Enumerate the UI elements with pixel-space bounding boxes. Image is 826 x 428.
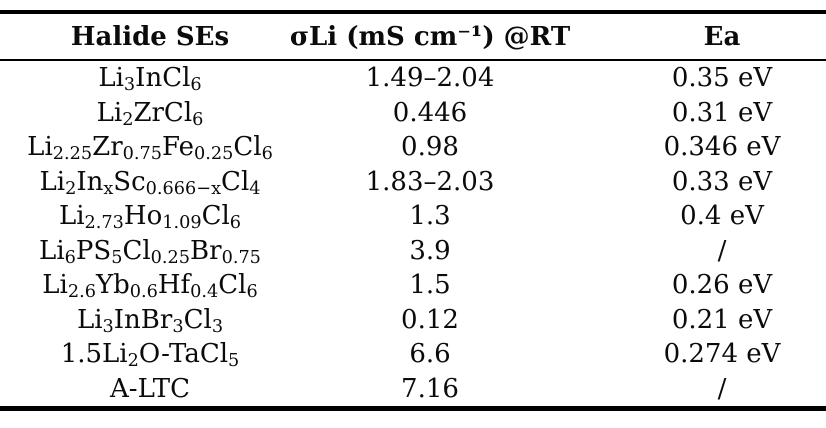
sigma-cell: 1.3 bbox=[409, 201, 451, 232]
formula-cell: A-LTC bbox=[0, 372, 300, 407]
formula-cell: 1.5Li2O-TaCl5 bbox=[0, 337, 300, 372]
sigma-cell: 6.6 bbox=[409, 339, 451, 370]
sigma-cell: 0.446 bbox=[392, 97, 468, 128]
table-row: Li3InCl6 1.49–2.04 0.35 eV bbox=[0, 61, 826, 96]
chemical-formula: Li6PS5Cl0.25Br0.75 bbox=[39, 235, 261, 268]
table-row: Li2.73Ho1.09Cl6 1.3 0.4 eV bbox=[0, 199, 826, 234]
ea-cell: 0.274 eV bbox=[663, 339, 781, 370]
header-divider-rule bbox=[0, 59, 826, 61]
ea-cell: / bbox=[717, 235, 727, 266]
sigma-cell: 0.98 bbox=[401, 132, 459, 163]
ea-cell: 0.21 eV bbox=[671, 304, 773, 335]
sigma-cell: 0.12 bbox=[401, 304, 459, 335]
formula-cell: Li3InCl6 bbox=[0, 61, 300, 96]
header-ea: Ea bbox=[703, 21, 741, 52]
chemical-formula: Li2ZrCl6 bbox=[96, 97, 204, 130]
table-row: Li6PS5Cl0.25Br0.75 3.9 / bbox=[0, 234, 826, 269]
ea-cell: 0.346 eV bbox=[663, 132, 781, 163]
ea-cell: 0.26 eV bbox=[671, 270, 773, 301]
sigma-cell: 1.49–2.04 bbox=[365, 63, 495, 94]
chemical-formula: Li2.73Ho1.09Cl6 bbox=[58, 201, 242, 234]
ea-cell: 0.35 eV bbox=[671, 63, 773, 94]
sigma-cell: 1.83–2.03 bbox=[365, 166, 495, 197]
chemical-formula: Li3InCl6 bbox=[98, 63, 202, 96]
header-halide-ses: Halide SEs bbox=[70, 21, 230, 52]
chemical-formula: A-LTC bbox=[110, 373, 190, 404]
table-row: Li3InBr3Cl3 0.12 0.21 eV bbox=[0, 303, 826, 338]
chemical-formula: Li2InxSc0.666−xCl4 bbox=[39, 166, 261, 199]
table-header-row: Halide SEs σLi (mS cm⁻¹) @RT Ea bbox=[0, 14, 826, 59]
ea-cell: 0.33 eV bbox=[671, 166, 773, 197]
ea-cell: / bbox=[717, 373, 727, 404]
table-row: Li2ZrCl6 0.446 0.31 eV bbox=[0, 96, 826, 131]
table-row: 1.5Li2O-TaCl5 6.6 0.274 eV bbox=[0, 337, 826, 372]
formula-cell: Li2ZrCl6 bbox=[0, 96, 300, 131]
ea-cell: 0.31 eV bbox=[671, 97, 773, 128]
table-body: Li3InCl6 1.49–2.04 0.35 eV Li2ZrCl6 0.446 0.3… bbox=[0, 61, 826, 406]
table-row: Li2.6Yb0.6Hf0.4Cl6 1.5 0.26 eV bbox=[0, 268, 826, 303]
formula-cell: Li2InxSc0.666−xCl4 bbox=[0, 165, 300, 200]
chemical-formula: Li3InBr3Cl3 bbox=[76, 304, 224, 337]
formula-cell: Li2.25Zr0.75Fe0.25Cl6 bbox=[0, 130, 300, 165]
table-row: Li2.25Zr0.75Fe0.25Cl6 0.98 0.346 eV bbox=[0, 130, 826, 165]
sigma-cell: 7.16 bbox=[401, 373, 459, 404]
formula-cell: Li3InBr3Cl3 bbox=[0, 303, 300, 338]
header-sigma-li: σLi (mS cm⁻¹) @RT bbox=[289, 21, 571, 52]
chemical-formula: Li2.25Zr0.75Fe0.25Cl6 bbox=[27, 132, 273, 165]
top-rule bbox=[0, 10, 826, 14]
formula-cell: Li2.73Ho1.09Cl6 bbox=[0, 199, 300, 234]
chemical-formula: 1.5Li2O-TaCl5 bbox=[60, 339, 240, 372]
table-row: Li2InxSc0.666−xCl4 1.83–2.03 0.33 eV bbox=[0, 165, 826, 200]
table-row: A-LTC 7.16 / bbox=[0, 372, 826, 407]
ea-cell: 0.4 eV bbox=[680, 201, 764, 232]
halide-se-table: Halide SEs σLi (mS cm⁻¹) @RT Ea Li3InCl6… bbox=[0, 10, 826, 411]
formula-cell: Li2.6Yb0.6Hf0.4Cl6 bbox=[0, 268, 300, 303]
sigma-cell: 1.5 bbox=[409, 270, 451, 301]
bottom-rule bbox=[0, 406, 826, 411]
chemical-formula: Li2.6Yb0.6Hf0.4Cl6 bbox=[42, 270, 258, 303]
sigma-cell: 3.9 bbox=[409, 235, 451, 266]
formula-cell: Li6PS5Cl0.25Br0.75 bbox=[0, 234, 300, 269]
